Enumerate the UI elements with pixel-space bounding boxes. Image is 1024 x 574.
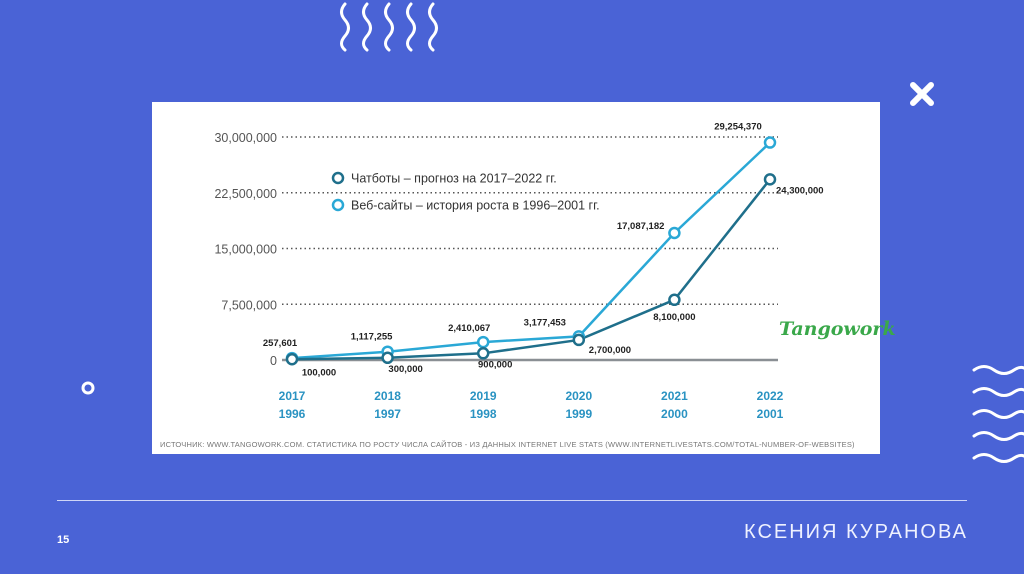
x-tick-label-secondary: 1996 bbox=[279, 407, 306, 421]
wave-decoration-top bbox=[340, 2, 438, 52]
data-label: 257,601 bbox=[263, 338, 298, 349]
data-label: 29,254,370 bbox=[714, 122, 762, 133]
x-tick-label: 2019 bbox=[470, 389, 497, 403]
chart-card: 0 7,500,000 15,000,000 22,500,000 30,000,000… bbox=[152, 102, 896, 454]
x-tick-label-secondary: 1999 bbox=[565, 407, 592, 421]
data-label: 8,100,000 bbox=[653, 312, 695, 323]
circle-icon bbox=[81, 381, 95, 395]
y-tick-label: 0 bbox=[270, 354, 277, 368]
data-point bbox=[285, 353, 299, 366]
data-label: 900,000 bbox=[478, 359, 512, 370]
y-tick-label: 22,500,000 bbox=[214, 187, 277, 201]
y-tick-label: 15,000,000 bbox=[214, 243, 277, 257]
data-point bbox=[668, 226, 681, 240]
series-line bbox=[291, 141, 771, 360]
wave-decoration-right bbox=[972, 365, 1024, 463]
slide-number: 15 bbox=[57, 534, 70, 546]
x-tick-label: 2017 bbox=[279, 389, 306, 403]
legend-entry: Веб-сайты – история роста в 1996–2001 гг… bbox=[351, 199, 600, 213]
legend-entry: Чатботы – прогноз на 2017–2022 гг. bbox=[351, 172, 557, 186]
x-tick-label-secondary: 1997 bbox=[374, 407, 401, 421]
data-point bbox=[572, 333, 586, 347]
data-point bbox=[476, 347, 490, 360]
data-point bbox=[763, 136, 777, 149]
tangowork-logo: Tangowork bbox=[779, 318, 896, 340]
source-note: ИСТОЧНИК: WWW.TANGOWORK.COM. СТАТИСТИКА … bbox=[160, 440, 855, 449]
legend-marker bbox=[331, 198, 345, 212]
y-tick-label: 7,500,000 bbox=[221, 298, 277, 312]
data-label: 24,300,000 bbox=[776, 185, 824, 196]
data-label: 3,177,453 bbox=[524, 317, 566, 328]
x-tick-label-secondary: 2001 bbox=[757, 407, 784, 421]
y-tick-label: 30,000,000 bbox=[214, 131, 277, 145]
series-line bbox=[291, 178, 771, 361]
data-point bbox=[668, 293, 681, 307]
data-label: 2,410,067 bbox=[448, 323, 490, 334]
legend-marker bbox=[331, 171, 345, 185]
data-label: 100,000 bbox=[302, 367, 336, 378]
divider-line bbox=[57, 500, 967, 501]
data-point bbox=[381, 351, 394, 365]
author-name: КСЕНИЯ КУРАНОВА bbox=[744, 521, 968, 543]
data-label: 300,000 bbox=[388, 364, 422, 375]
line-chart: 0 7,500,000 15,000,000 22,500,000 30,000,000… bbox=[214, 122, 824, 421]
data-point bbox=[476, 335, 490, 349]
x-tick-label: 2018 bbox=[374, 389, 401, 403]
data-point bbox=[763, 173, 777, 186]
x-tick-label-secondary: 1998 bbox=[470, 407, 497, 421]
cross-icon bbox=[910, 82, 934, 106]
x-tick-label: 2022 bbox=[757, 389, 784, 403]
data-label: 17,087,182 bbox=[617, 221, 665, 232]
x-tick-label: 2021 bbox=[661, 389, 688, 403]
data-label: 2,700,000 bbox=[589, 345, 631, 356]
x-tick-label: 2020 bbox=[565, 389, 592, 403]
data-label: 1,117,255 bbox=[351, 332, 393, 343]
x-tick-label-secondary: 2000 bbox=[661, 407, 688, 421]
